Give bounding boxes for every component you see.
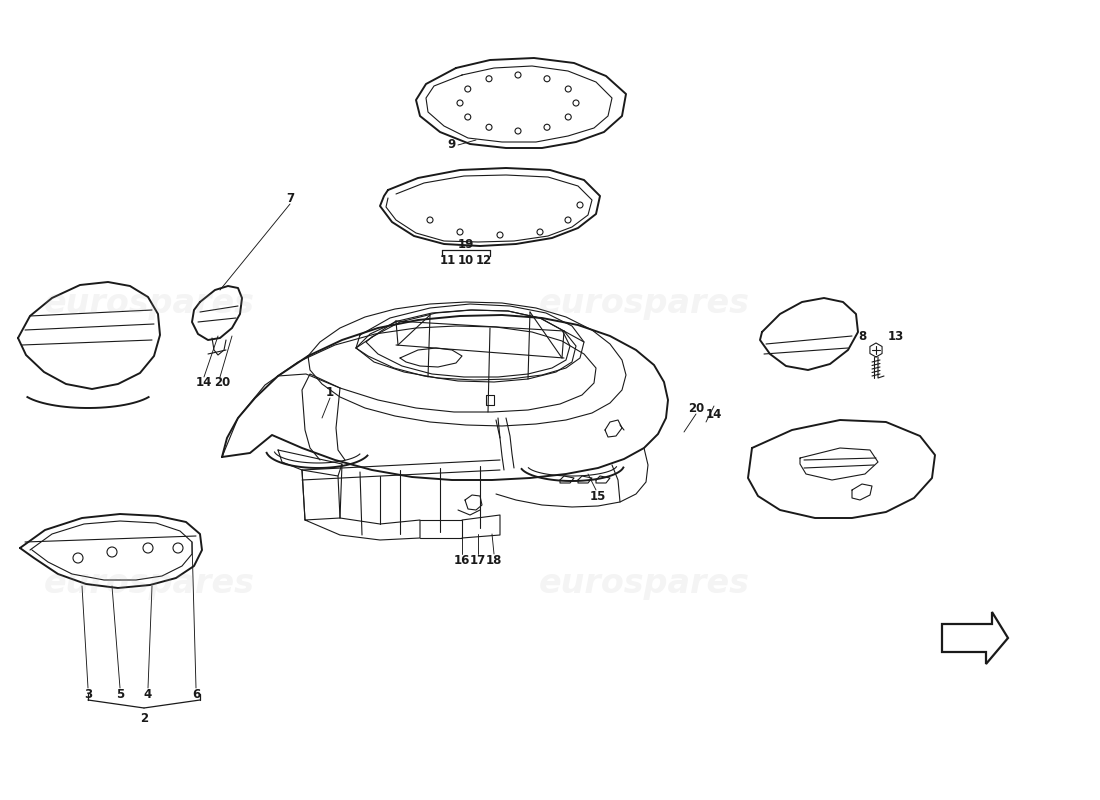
Text: 19: 19 [458, 238, 474, 250]
Polygon shape [942, 612, 1008, 664]
Text: 12: 12 [476, 254, 492, 266]
Text: 20: 20 [213, 375, 230, 389]
Text: 6: 6 [191, 689, 200, 702]
Text: 9: 9 [448, 138, 456, 151]
Text: 10: 10 [458, 254, 474, 266]
Text: 15: 15 [590, 490, 606, 502]
Text: eurospares: eurospares [539, 567, 750, 601]
Text: 14: 14 [196, 375, 212, 389]
Text: 20: 20 [688, 402, 704, 414]
Text: 3: 3 [84, 689, 92, 702]
Text: 16: 16 [454, 554, 470, 566]
Text: 7: 7 [286, 191, 294, 205]
Text: eurospares: eurospares [539, 287, 750, 321]
Text: 17: 17 [470, 554, 486, 566]
Text: 8: 8 [858, 330, 866, 342]
Text: 18: 18 [486, 554, 503, 566]
Text: 5: 5 [116, 689, 124, 702]
Text: 1: 1 [326, 386, 334, 399]
Text: eurospares: eurospares [44, 287, 255, 321]
Text: eurospares: eurospares [44, 567, 255, 601]
Text: 2: 2 [140, 711, 148, 725]
Text: 13: 13 [888, 330, 904, 342]
Text: 4: 4 [144, 689, 152, 702]
Text: 11: 11 [440, 254, 456, 266]
Text: 14: 14 [706, 407, 723, 421]
